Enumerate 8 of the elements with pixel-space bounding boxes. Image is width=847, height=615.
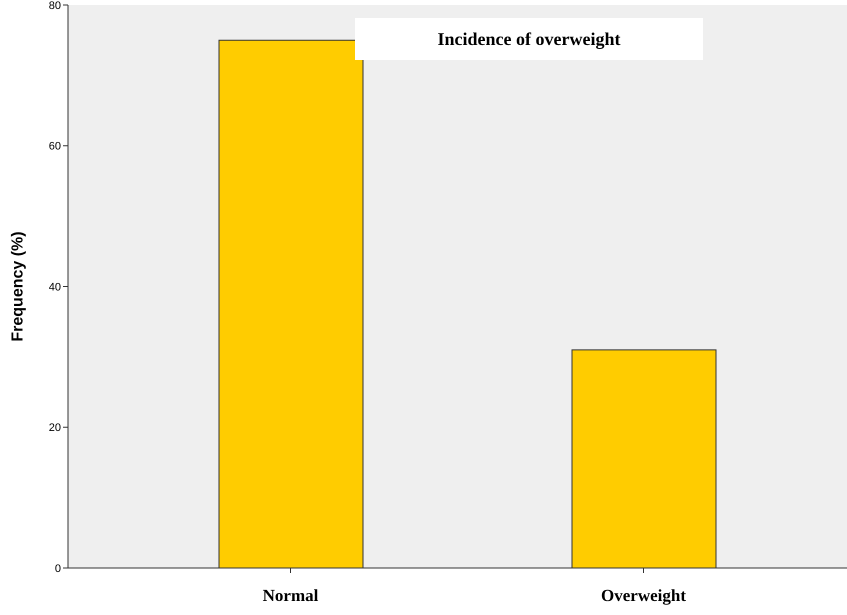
y-tick-label: 40 xyxy=(48,281,61,294)
y-axis-title: Frequency (%) xyxy=(10,231,27,342)
x-tick-label: Normal xyxy=(262,586,319,606)
y-tick-label: 20 xyxy=(48,422,61,434)
y-tick-label: 80 xyxy=(48,0,61,12)
y-tick-label: 60 xyxy=(48,140,61,153)
x-tick-label: Overweight xyxy=(601,586,686,606)
y-tick-label: 0 xyxy=(54,562,61,575)
